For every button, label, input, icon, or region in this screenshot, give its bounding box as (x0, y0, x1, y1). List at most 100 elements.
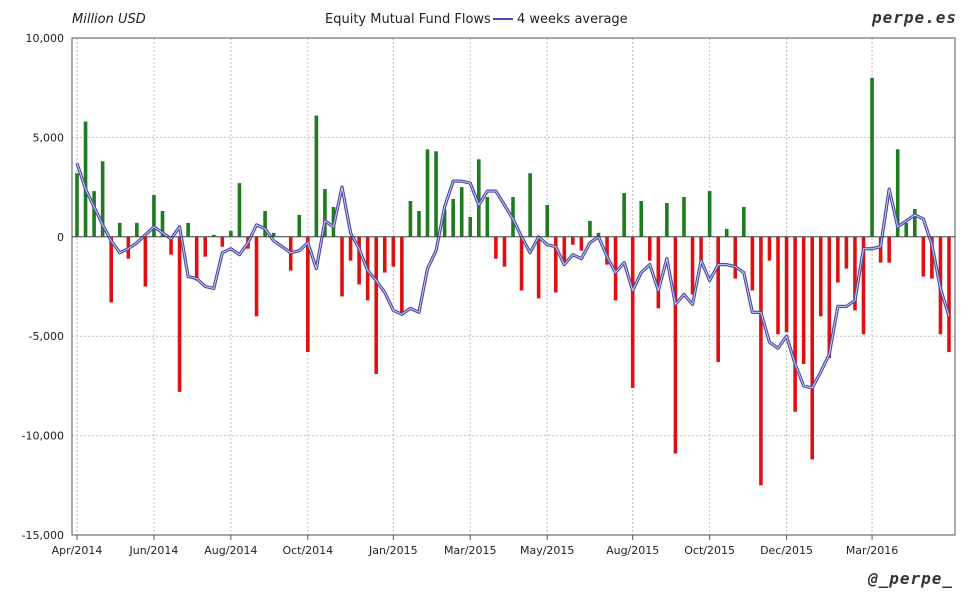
flow-bar (647, 236, 652, 261)
flow-bar (494, 236, 498, 259)
flow-bar (297, 214, 302, 237)
flow-bar (895, 149, 900, 237)
flow-bar (870, 77, 874, 237)
chart-title: Equity Mutual Fund Flows (325, 12, 491, 27)
x-tick-label: May/2015 (520, 544, 574, 557)
y-tick-label: 5,000 (33, 131, 65, 144)
flow-bar (605, 236, 609, 265)
y-tick-label: -15,000 (22, 529, 64, 542)
flow-bar (160, 210, 165, 237)
flow-bar (477, 159, 481, 237)
brand-bottom: @_perpe_ (867, 569, 953, 588)
flow-bar (519, 236, 524, 291)
flow-bar (459, 187, 464, 237)
flow-bar (571, 236, 575, 245)
flow-bar (468, 216, 473, 237)
average-line (75, 162, 951, 390)
flow-bar (887, 236, 891, 263)
legend: 4 weeks average (493, 12, 628, 27)
flow-bar (656, 236, 661, 309)
average-line-layer (75, 162, 951, 390)
flow-bar (878, 236, 883, 263)
bars (75, 77, 951, 486)
x-tick-label: Jan/2015 (368, 544, 418, 557)
flow-bar (92, 191, 96, 237)
flow-bar (545, 204, 549, 237)
flow-bar (169, 236, 173, 255)
x-tick-label: Mar/2016 (846, 544, 898, 557)
flow-bar (83, 121, 88, 237)
flow-bar (417, 210, 421, 237)
x-tick-label: Dec/2015 (760, 544, 813, 557)
flow-bar (844, 236, 849, 269)
x-tick-label: Apr/2014 (52, 544, 103, 557)
flow-bar (913, 208, 917, 237)
flow-bar (220, 236, 225, 247)
flow-bar (690, 236, 695, 295)
flow-bar (639, 201, 644, 237)
flow-bar (451, 199, 455, 237)
flow-bar (613, 236, 618, 301)
x-tick-label: Oct/2014 (282, 544, 333, 557)
flow-bar (109, 236, 113, 303)
flow-bar (177, 236, 182, 392)
flow-bar (271, 232, 276, 237)
plot-frame (71, 37, 956, 536)
flow-bar (143, 236, 148, 287)
x-tick-label: Oct/2015 (684, 544, 735, 557)
flow-bar (836, 236, 840, 283)
flow-bar (921, 236, 926, 277)
axes: 10,000 5,000 0 -5,000 -10,000 -15,000 Apr/2014… (22, 32, 956, 557)
flow-bar (553, 236, 558, 293)
flow-bar (665, 203, 669, 237)
average-line-highlight (76, 163, 950, 389)
flow-bar (357, 236, 361, 285)
flow-bar (314, 115, 319, 237)
flow-bar (707, 191, 712, 237)
flow-bar (442, 208, 447, 237)
flow-bar (767, 236, 772, 261)
unit-label: Million USD (72, 12, 146, 27)
y-tick-label: -10,000 (22, 430, 64, 443)
flow-bar (382, 236, 387, 273)
flow-bar (203, 236, 208, 257)
x-tick-label: Aug/2014 (204, 544, 257, 557)
flow-bar (861, 236, 866, 335)
flow-bar (733, 236, 738, 279)
flow-bar (75, 173, 79, 237)
flow-bar (562, 236, 567, 265)
flow-bar (502, 236, 507, 267)
flow-bar (622, 193, 626, 237)
flow-bar (400, 236, 404, 315)
flow-bar (536, 236, 541, 299)
x-tick-label: Mar/2015 (444, 544, 496, 557)
flow-bar (810, 236, 815, 460)
flow-bar (630, 236, 635, 388)
flow-bar (194, 236, 199, 281)
flow-bar (425, 149, 430, 237)
flow-bar (947, 236, 951, 353)
flow-bar (588, 220, 592, 237)
flow-bar (596, 232, 601, 237)
flow-bar (434, 151, 438, 237)
flow-bar (229, 230, 233, 237)
flow-bar (793, 236, 797, 412)
flow-bar (784, 236, 789, 333)
flow-bar (408, 201, 413, 237)
x-tick-label: Jun/2014 (128, 544, 178, 557)
flow-bar (801, 236, 806, 365)
flow-bar (100, 161, 105, 237)
flow-bar (306, 236, 310, 353)
flow-bar (152, 195, 156, 237)
flow-bar (673, 236, 678, 454)
flow-bar (827, 236, 832, 359)
flow-bar (699, 236, 703, 263)
flow-bar (374, 236, 379, 374)
flow-bar (117, 222, 122, 237)
flow-bar (750, 236, 755, 291)
legend-label: 4 weeks average (517, 12, 628, 27)
flow-bar (254, 236, 259, 317)
y-tick-label: -5,000 (29, 330, 64, 343)
flow-bar (930, 236, 934, 279)
